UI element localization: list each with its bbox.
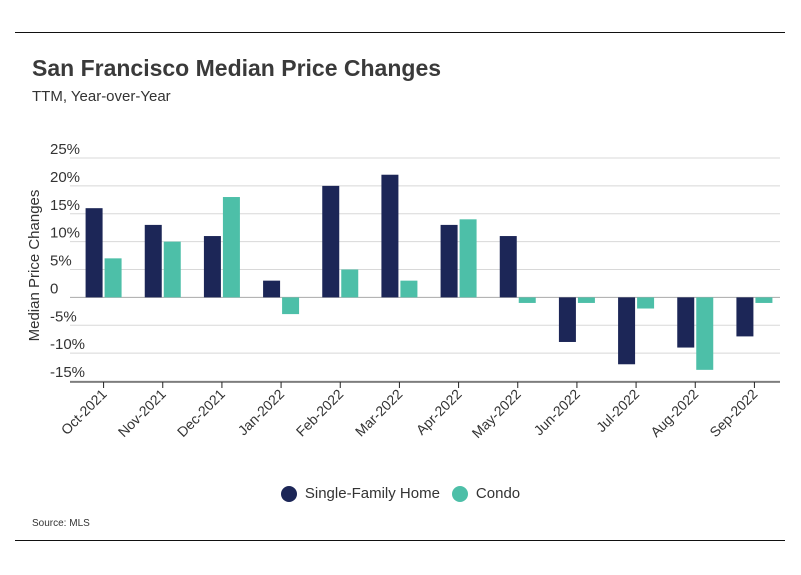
- y-tick-label: 25%: [50, 141, 80, 158]
- bar-single-family: [203, 236, 221, 298]
- source-note: Source: MLS: [32, 518, 90, 529]
- bar-single-family: [558, 297, 576, 342]
- bar-single-family: [499, 236, 517, 298]
- bar-condo: [518, 297, 536, 303]
- bar-condo: [282, 297, 300, 315]
- y-tick-label: 5%: [50, 253, 72, 270]
- legend-item-single-family: Single-Family Home: [280, 485, 440, 502]
- y-tick-label: 10%: [50, 225, 80, 242]
- x-tick-label: Apr-2022: [413, 386, 465, 438]
- bar-condo: [696, 297, 714, 370]
- y-tick-label: 20%: [50, 169, 80, 186]
- x-tick-label: Feb-2022: [293, 386, 347, 440]
- y-tick-label: -5%: [50, 308, 77, 325]
- x-tick-label: Aug-2022: [647, 386, 701, 440]
- bar-condo: [637, 297, 655, 309]
- x-tick-label: Jun-2022: [530, 386, 583, 439]
- legend-label-single-family: Single-Family Home: [304, 485, 440, 502]
- x-tick-label: Dec-2021: [174, 386, 228, 440]
- bar-condo: [577, 297, 595, 303]
- bar-condo: [163, 241, 181, 298]
- y-tick-label: 0: [50, 280, 58, 297]
- x-tick-label: May-2022: [469, 386, 524, 441]
- y-tick-label: -10%: [50, 336, 85, 353]
- y-axis-title: Median Price Changes: [26, 190, 43, 342]
- legend-swatch-single-family: [280, 485, 297, 502]
- chart-subtitle: TTM, Year-over-Year: [32, 88, 171, 105]
- bar-single-family: [677, 297, 695, 348]
- bottom-rule: [15, 540, 785, 541]
- y-tick-label: -15%: [50, 364, 85, 381]
- bar-condo: [104, 258, 122, 298]
- x-tick-label: Jan-2022: [235, 386, 288, 439]
- bar-single-family: [85, 208, 103, 298]
- x-tick-label: Sep-2022: [706, 386, 760, 440]
- bar-condo: [755, 297, 773, 303]
- bar-single-family: [263, 280, 281, 298]
- x-tick-label: Nov-2021: [115, 386, 169, 440]
- bar-single-family: [144, 224, 162, 298]
- bar-condo: [222, 197, 240, 298]
- bar-condo: [459, 219, 477, 298]
- bar-condo: [341, 269, 359, 298]
- bar-single-family: [618, 297, 636, 365]
- top-rule: [15, 32, 785, 33]
- legend-swatch-condo: [451, 485, 468, 502]
- bar-single-family: [736, 297, 754, 337]
- bar-single-family: [381, 174, 399, 298]
- legend-label-condo: Condo: [475, 485, 521, 502]
- chart-legend: Single-Family Home Condo: [0, 485, 801, 502]
- x-tick-label: Mar-2022: [352, 386, 406, 440]
- bar-condo: [400, 280, 418, 298]
- x-tick-label: Jul-2022: [593, 386, 642, 435]
- chart-title: San Francisco Median Price Changes: [32, 55, 442, 81]
- legend-item-condo: Condo: [451, 485, 521, 502]
- x-tick-label: Oct-2021: [58, 386, 110, 438]
- y-tick-label: 15%: [50, 197, 80, 214]
- bar-single-family: [440, 224, 458, 298]
- bar-single-family: [322, 185, 340, 298]
